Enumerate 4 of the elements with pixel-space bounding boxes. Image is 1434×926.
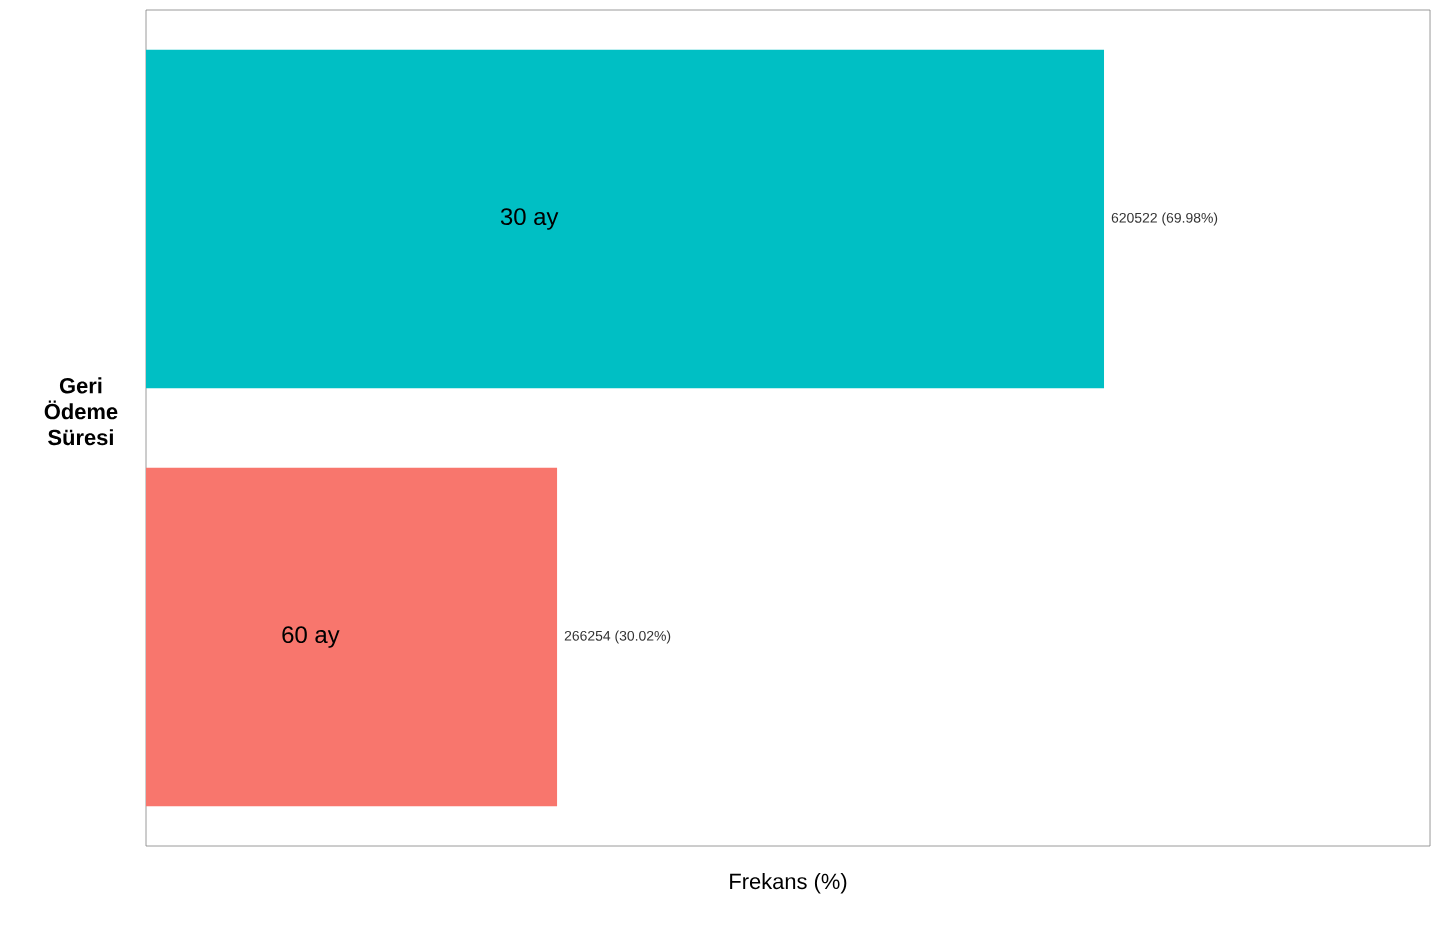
x-axis-title: Frekans (%): [730, 873, 847, 894]
y-tick-label: 60 ay: [282, 626, 340, 648]
y-axis-title: Geri Ödeme Süresi: [44, 377, 118, 446]
y-tick-label: 30 ay: [500, 208, 559, 230]
